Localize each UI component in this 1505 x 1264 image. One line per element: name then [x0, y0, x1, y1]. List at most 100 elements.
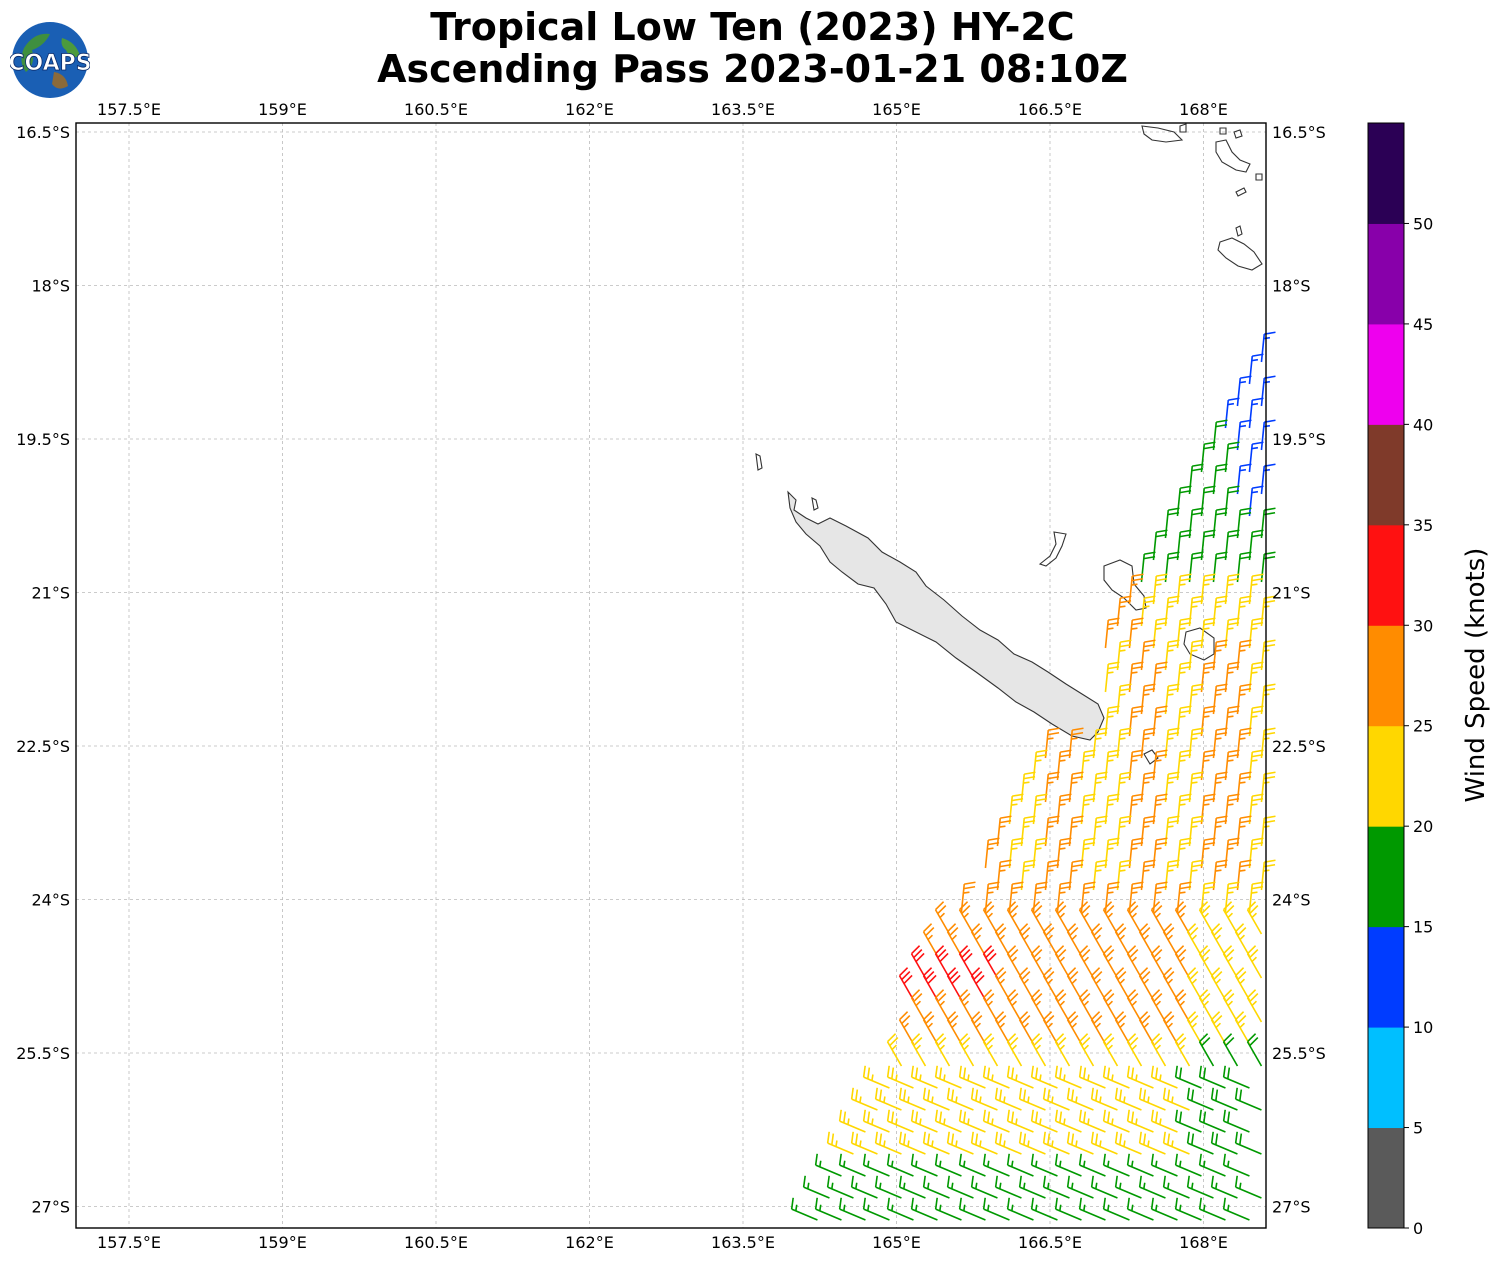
lon-tick-label-bottom: 160.5°E	[404, 1233, 468, 1252]
map-frame	[75, 122, 1267, 1229]
wind-barb	[1162, 1175, 1190, 1199]
wind-barb	[1174, 989, 1191, 1023]
lon-tick-label-bottom: 163.5°E	[711, 1233, 775, 1252]
wind-barb	[1126, 989, 1143, 1023]
wind-barb	[958, 989, 975, 1023]
wind-barb	[802, 1175, 830, 1199]
wind-barb	[1224, 881, 1240, 913]
wind-barb	[1008, 793, 1024, 825]
wind-barb	[922, 1131, 950, 1155]
lat-tick-label-left: 16.5°S	[16, 123, 70, 142]
wind-barb	[1054, 901, 1071, 935]
wind-barb	[1200, 837, 1216, 869]
wind-barb	[934, 1109, 962, 1133]
wind-barb	[994, 967, 1011, 1001]
wind-barb	[1210, 923, 1227, 957]
wind-barb	[886, 1033, 903, 1067]
wind-barb	[1222, 901, 1239, 935]
wind-barb	[1236, 595, 1252, 627]
lon-tick-label-bottom: 165°E	[872, 1233, 921, 1252]
lon-tick-label-top: 163.5°E	[711, 100, 775, 119]
wind-barb	[1066, 967, 1083, 1001]
wind-barb	[1210, 1131, 1238, 1155]
wind-barb	[1152, 793, 1168, 825]
wind-barb	[1260, 815, 1276, 847]
wind-barb	[1236, 463, 1252, 495]
colorbar: 0 5 10 15 20 25 30 35 40 45 50	[1367, 122, 1433, 1238]
wind-barb	[1006, 901, 1023, 935]
wind-barb	[1090, 1131, 1118, 1155]
wind-barb	[1188, 683, 1204, 715]
lifou-island	[1103, 559, 1147, 611]
wind-barb	[1116, 859, 1132, 891]
wind-barb	[1162, 923, 1179, 957]
lat-tick-label-left: 22.5°S	[16, 737, 70, 756]
wind-barb	[1006, 1197, 1034, 1221]
wind-barb	[1128, 749, 1144, 781]
wind-barb	[1224, 749, 1240, 781]
wind-barb	[1234, 1175, 1262, 1199]
wind-barb	[850, 1087, 878, 1111]
wind-barb	[1236, 727, 1252, 759]
wind-barb	[934, 1153, 962, 1177]
wind-barb	[1236, 419, 1252, 451]
chart-title-line1: Tropical Low Ten (2023) HY-2C	[430, 5, 1075, 49]
colorbar-segment	[1368, 424, 1404, 526]
wind-barb	[1140, 859, 1156, 891]
wind-barb	[862, 1197, 890, 1221]
wind-barb	[1152, 749, 1168, 781]
wind-barb	[886, 1065, 914, 1089]
vanuatu-islet-5	[1235, 187, 1247, 197]
wind-barb	[1150, 989, 1167, 1023]
wind-barb	[982, 901, 999, 935]
colorbar-tick-label: 40	[1413, 415, 1433, 434]
wind-barb	[898, 1175, 926, 1199]
wind-barb	[886, 1153, 914, 1177]
wind-barb	[982, 1033, 999, 1067]
wind-barb	[1152, 705, 1168, 737]
wind-barb	[1032, 881, 1048, 913]
axis-tick-labels: 157.5°E 157.5°E 159°E 159°E 160.5°E 160.5°E 16…	[16, 100, 1326, 1252]
wind-barb	[1198, 945, 1215, 979]
wind-barb	[934, 989, 951, 1023]
wind-barb	[1164, 727, 1180, 759]
wind-barb	[1008, 837, 1024, 869]
wind-barb	[1234, 1011, 1251, 1045]
colorbar-segment	[1368, 323, 1404, 425]
wind-barb	[1188, 507, 1204, 539]
lat-tick-label-left: 21°S	[31, 584, 70, 603]
wind-barb	[1138, 1087, 1166, 1111]
wind-barb	[1186, 967, 1203, 1001]
wind-barb	[1198, 1109, 1226, 1133]
wind-barb	[1018, 1131, 1046, 1155]
wind-barb	[1044, 859, 1060, 891]
wind-barb	[1042, 1087, 1070, 1111]
wind-barb	[1164, 507, 1180, 539]
wind-barb	[958, 1065, 986, 1089]
wind-barb	[910, 989, 927, 1023]
wind-barb	[958, 945, 975, 979]
wind-barb	[1188, 859, 1204, 891]
wind-barb	[1200, 793, 1216, 825]
lon-tick-label-top: 160.5°E	[404, 100, 468, 119]
wind-barb	[1176, 529, 1192, 561]
wind-barb	[1224, 837, 1240, 869]
wind-barb	[1188, 463, 1204, 495]
wind-barb	[1260, 463, 1276, 495]
wind-barb	[1104, 617, 1120, 649]
wind-barb	[1020, 771, 1036, 803]
wind-barb	[874, 1175, 902, 1199]
wind-barb	[996, 815, 1012, 847]
wind-barb	[1212, 727, 1228, 759]
wind-barb	[1054, 1197, 1082, 1221]
lat-tick-label-left: 27°S	[31, 1198, 70, 1217]
wind-barb	[1030, 989, 1047, 1023]
wind-barb	[1066, 923, 1083, 957]
wind-barb	[982, 1065, 1010, 1089]
colorbar-tick-label: 0	[1413, 1219, 1423, 1238]
wind-barb	[946, 923, 963, 957]
wind-barb	[1162, 1011, 1179, 1045]
wind-barb	[1224, 529, 1240, 561]
wind-barb	[1212, 815, 1228, 847]
wind-barb	[1198, 1065, 1226, 1089]
